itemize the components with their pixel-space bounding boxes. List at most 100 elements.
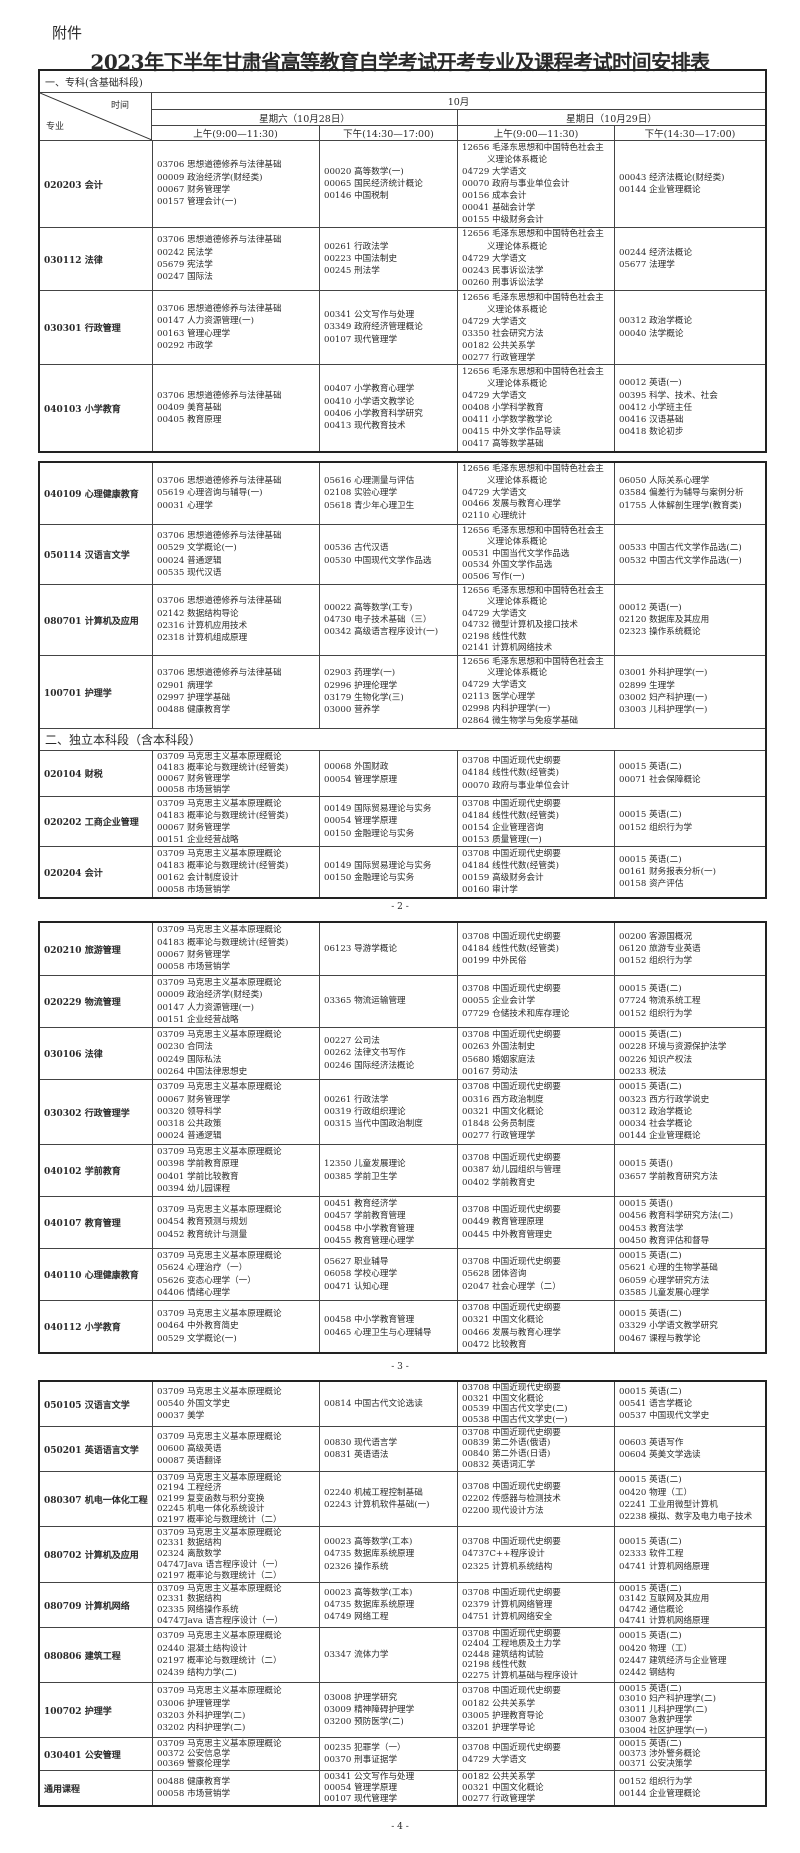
major-name: 040103 小学教育 [44, 404, 121, 415]
course-item: 00321 中国文化概论 [462, 1315, 544, 1326]
major-name: 080702 计算机及应用 [44, 1551, 139, 1561]
course-item: 00387 幼儿园组织与管理 [462, 1165, 561, 1176]
course-cell: 03706 思想道德修养与法律基础 00409 美育基础 00405 教育原理 [152, 365, 319, 451]
course-item: 02903 药理学(一) [324, 668, 396, 679]
course-item: 00159 高级财务会计 [462, 873, 544, 883]
course-cell: 03708 中国近现代史纲要 00321 中国文化概论 00539 中国古代文学史(… [457, 1382, 614, 1426]
course-item: 03708 中国近现代史纲要 [462, 1383, 561, 1393]
course-item: 03709 马克思主义基本原理概论 [157, 1472, 282, 1483]
course-item: 00531 中国当代文学作品选 [462, 548, 570, 559]
course-item: 03708 中国近现代史纲要 [462, 1481, 561, 1492]
course-item: 00413 现代教育技术 [324, 421, 406, 432]
major-name: 080806 建筑工程 [44, 1651, 121, 1662]
course-item: 00167 劳动法 [462, 1066, 518, 1077]
course-item: 12656 毛泽东思想和中国特色社会主义理论体系概论 [462, 525, 604, 548]
table-row: 020203 会计 03706 思想道德修养与法律基础 00009 政治经济学(财经… [40, 140, 765, 227]
course-item: 00445 中外教育管理史 [462, 1229, 553, 1240]
course-item: 03708 中国近现代史纲要 [462, 1029, 561, 1040]
course-item: 02404 工程地质及土力学 [462, 1639, 561, 1650]
course-item: 00471 认知心理 [324, 1281, 389, 1292]
course-cell: 03709 马克思主义基本原理概论 04183 概率论与数理统计(经管类) 0006… [152, 923, 319, 975]
course-item: 04184 线性代数(经管类) [462, 768, 559, 779]
table-row: 040110 心理健康教育 03709 马克思主义基本原理概论 05624 心理治疗… [40, 1248, 765, 1300]
course-item: 00535 现代汉语 [157, 567, 222, 578]
course-item: 04184 线性代数(经管类) [462, 943, 559, 954]
course-item: 06058 学校心理学 [324, 1269, 398, 1280]
major-name: 100701 护理学 [44, 688, 112, 699]
course-item: 00318 公共政策 [157, 1119, 222, 1130]
course-item: 00449 教育管理原理 [462, 1217, 544, 1228]
course-item: 03329 小学语文教学研究 [619, 1321, 718, 1332]
course-cell: 00261 行政法学 00223 中国法制史 00245 刑法学 [319, 228, 457, 290]
course-cell: 00023 高等数学(工本) 04735 数据库系统原理 02326 操作系统 [319, 1527, 457, 1582]
course-item: 00395 科学、技术、社会 [619, 390, 718, 401]
table-row: 080702 计算机及应用 03709 马克思主义基本原理概论 02331 数据结构… [40, 1526, 765, 1582]
course-item: 03708 中国近现代史纲要 [462, 984, 561, 995]
course-item: 06123 导游学概论 [324, 943, 398, 954]
course-item: 03708 中国近现代史纲要 [462, 1537, 561, 1548]
course-item: 04729 大学语文 [462, 390, 527, 401]
course-item: 00015 英语(二) [619, 810, 682, 821]
course-item: 00458 中小学教育管理 [324, 1315, 415, 1326]
course-item: 03706 思想道德修养与法律基础 [157, 530, 282, 541]
course-cell: 03708 中国近现代史纲要 04184 线性代数(经管类) 00199 中外民俗 [457, 923, 614, 975]
course-item: 00373 涉外警务概论 [619, 1748, 701, 1759]
course-item: 00534 外国文学作品选 [462, 560, 553, 571]
course-cell: 03347 流体力学 [319, 1628, 457, 1682]
course-item: 00015 英语() [619, 1198, 673, 1209]
course-cell: 03709 马克思主义基本原理概论 00464 中外教育简史 00529 文学概论(… [152, 1301, 319, 1352]
course-item: 00456 教育科学研究方法(二) [619, 1211, 734, 1222]
course-cell: 00015 英语(二) 03329 小学语文教学研究 00467 课程与教学论 [614, 1301, 765, 1352]
course-item: 03706 思想道德修养与法律基础 [157, 303, 282, 314]
course-cell: 03708 中国近现代史纲要 00839 第二外语(俄语) 00840 第二外语(日… [457, 1427, 614, 1471]
course-item: 00228 环境与资源保护法学 [619, 1042, 727, 1053]
course-cell: 05616 心理测量与评估 02108 实验心理学 05618 青少年心理卫生 [319, 463, 457, 524]
course-item: 03009 精神障碍护理学 [324, 1704, 415, 1715]
course-item: 00058 市场营销学 [157, 962, 231, 973]
course-cell: 00152 组织行为学 00144 企业管理概论 [614, 1771, 765, 1805]
day-header-row: 星期六（10月28日） 星期日（10月29日） [152, 109, 765, 125]
course-cell: 03708 中国近现代史纲要 00055 企业会计学 07729 仓储技术和库存理论 [457, 976, 614, 1027]
course-item: 03708 中国近现代史纲要 [462, 1082, 561, 1093]
course-item: 04184 线性代数(经管类) [462, 810, 559, 821]
course-cell: 00015 英语(二) 00228 环境与资源保护法学 00226 知识产权法 002… [614, 1028, 765, 1079]
course-item: 05624 心理治疗（一） [157, 1263, 248, 1274]
course-item: 04183 概率论与数理统计(经管类) [157, 860, 289, 871]
table-row: 030301 行政管理 03706 思想道德修养与法律基础 00147 人力资源管理… [40, 290, 765, 364]
major-name: 030302 行政管理学 [44, 1108, 130, 1119]
course-item: 02439 结构力学(二) [157, 1668, 237, 1679]
major-name: 020202 工商企业管理 [44, 818, 139, 828]
course-item: 03011 儿科护理学(二) [619, 1704, 708, 1715]
course-item: 00453 教育法学 [619, 1223, 684, 1234]
course-item: 03004 社区护理学(一) [619, 1725, 708, 1736]
course-item: 06050 人际关系心理学 [619, 476, 710, 487]
course-item: 03706 思想道德修养与法律基础 [157, 668, 282, 679]
course-cell: 03709 马克思主义基本原理概论 00067 财务管理学 00320 领导科学 00… [152, 1080, 319, 1144]
course-cell: 00015 英语(二) 00323 西方行政学说史 00312 政治学概论 00034… [614, 1080, 765, 1144]
course-item: 03708 中国近现代史纲要 [462, 1257, 561, 1268]
course-item: 00156 成本会计 [462, 191, 527, 202]
course-item: 00372 公安信息学 [157, 1748, 231, 1759]
table-row: 030106 法律 03709 马克思主义基本原理概论 00230 合同法 00249… [40, 1027, 765, 1079]
course-item: 00041 基础会计学 [462, 203, 536, 214]
course-item: 02447 建筑经济与企业管理 [619, 1656, 727, 1666]
course-item: 00312 政治学概论 [619, 316, 693, 327]
course-cell: 12656 毛泽东思想和中国特色社会主义理论体系概论 04729 大学语文 0040… [457, 365, 614, 451]
major-name: 080709 计算机网络 [44, 1601, 130, 1612]
course-item: 00370 刑事证据学 [324, 1755, 398, 1765]
course-cell: 03709 马克思主义基本原理概论 03006 护理管理学 03203 外科护理学(… [152, 1683, 319, 1737]
course-item: 00603 英语写作 [619, 1437, 684, 1448]
course-item: 00015 英语(二) [619, 984, 682, 995]
course-item: 02899 生理学 [619, 680, 675, 691]
course-item: 00055 企业会计学 [462, 996, 536, 1007]
table-row: 040103 小学教育 03706 思想道德修养与法律基础 00409 美育基础 00… [40, 364, 765, 451]
course-item: 02245 机电一体化系统设计 [157, 1504, 265, 1515]
course-item: 07729 仓储技术和库存理论 [462, 1008, 570, 1019]
course-cell: 00227 公司法 00262 法律文书写作 00246 国际经济法概论 [319, 1028, 457, 1079]
course-item: 03709 马克思主义基本原理概论 [157, 1738, 282, 1749]
schedule-table: 040109 心理健康教育 03706 思想道德修养与法律基础 05619 心理咨询… [38, 461, 767, 899]
course-item: 00506 写作(一) [462, 571, 525, 582]
table-row: 100701 护理学 03706 思想道德修养与法律基础 02901 病理学 0299… [40, 655, 765, 728]
table-row: 040112 小学教育 03709 马克思主义基本原理概论 00464 中外教育简史… [40, 1300, 765, 1352]
course-item: 00162 会计制度设计 [157, 873, 239, 883]
